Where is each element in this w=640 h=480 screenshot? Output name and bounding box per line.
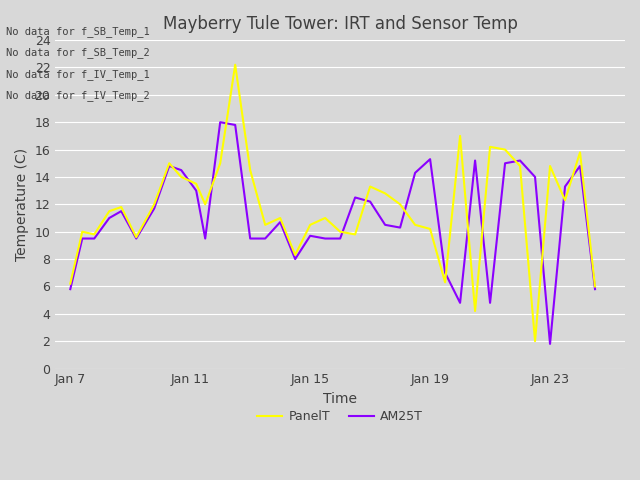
AM25T — [216, 120, 224, 125]
AM25T — [132, 236, 140, 241]
AM25T — [307, 233, 314, 239]
PanelT — [202, 202, 209, 207]
PanelT — [117, 204, 125, 210]
Y-axis label: Temperature (C): Temperature (C) — [15, 148, 29, 261]
PanelT — [591, 284, 599, 289]
Text: No data for f_SB_Temp_1: No data for f_SB_Temp_1 — [6, 25, 150, 36]
PanelT — [216, 160, 224, 166]
PanelT — [351, 231, 359, 237]
PanelT — [426, 226, 434, 232]
AM25T — [486, 300, 494, 306]
PanelT — [531, 338, 539, 344]
AM25T — [351, 194, 359, 200]
PanelT — [193, 181, 200, 187]
AM25T — [336, 236, 344, 241]
AM25T — [202, 236, 209, 241]
AM25T — [150, 205, 158, 211]
AM25T — [165, 163, 173, 169]
AM25T — [531, 174, 539, 180]
PanelT — [150, 202, 158, 207]
AM25T — [456, 300, 464, 306]
AM25T — [291, 256, 299, 262]
Title: Mayberry Tule Tower: IRT and Sensor Temp: Mayberry Tule Tower: IRT and Sensor Temp — [163, 15, 518, 33]
PanelT — [561, 197, 569, 203]
AM25T — [177, 167, 185, 173]
Text: No data for f_IV_Temp_1: No data for f_IV_Temp_1 — [6, 69, 150, 80]
PanelT — [321, 215, 329, 221]
AM25T — [576, 163, 584, 169]
PanelT — [381, 191, 389, 196]
AM25T — [426, 156, 434, 162]
PanelT — [412, 222, 419, 228]
AM25T — [561, 184, 569, 190]
AM25T — [90, 236, 98, 241]
PanelT — [276, 215, 284, 221]
AM25T — [106, 215, 113, 221]
AM25T — [441, 270, 449, 276]
PanelT — [486, 144, 494, 150]
AM25T — [501, 160, 509, 166]
PanelT — [165, 160, 173, 166]
PanelT — [132, 234, 140, 240]
Legend: PanelT, AM25T: PanelT, AM25T — [252, 405, 428, 428]
AM25T — [67, 286, 74, 292]
AM25T — [366, 199, 374, 204]
PanelT — [366, 184, 374, 190]
Line: PanelT: PanelT — [70, 65, 595, 341]
PanelT — [67, 281, 74, 287]
PanelT — [90, 231, 98, 237]
AM25T — [193, 188, 200, 193]
PanelT — [546, 163, 554, 169]
Line: AM25T: AM25T — [70, 122, 595, 344]
PanelT — [396, 202, 404, 207]
PanelT — [246, 167, 254, 173]
AM25T — [396, 225, 404, 230]
PanelT — [441, 279, 449, 285]
AM25T — [117, 208, 125, 214]
X-axis label: Time: Time — [323, 392, 357, 406]
PanelT — [261, 222, 269, 228]
PanelT — [501, 147, 509, 153]
PanelT — [516, 163, 524, 169]
PanelT — [79, 229, 86, 235]
AM25T — [231, 122, 239, 128]
PanelT — [456, 133, 464, 139]
PanelT — [177, 174, 185, 180]
Text: No data for f_SB_Temp_2: No data for f_SB_Temp_2 — [6, 47, 150, 58]
PanelT — [336, 229, 344, 235]
PanelT — [231, 62, 239, 68]
AM25T — [412, 170, 419, 176]
PanelT — [307, 222, 314, 228]
AM25T — [321, 236, 329, 241]
PanelT — [291, 252, 299, 258]
PanelT — [576, 149, 584, 155]
AM25T — [381, 222, 389, 228]
PanelT — [471, 308, 479, 314]
PanelT — [106, 208, 113, 214]
AM25T — [246, 236, 254, 241]
Text: No data for f_IV_Temp_2: No data for f_IV_Temp_2 — [6, 90, 150, 101]
AM25T — [276, 219, 284, 225]
AM25T — [591, 286, 599, 292]
AM25T — [516, 157, 524, 163]
AM25T — [261, 236, 269, 241]
AM25T — [471, 157, 479, 163]
AM25T — [79, 236, 86, 241]
AM25T — [546, 341, 554, 347]
